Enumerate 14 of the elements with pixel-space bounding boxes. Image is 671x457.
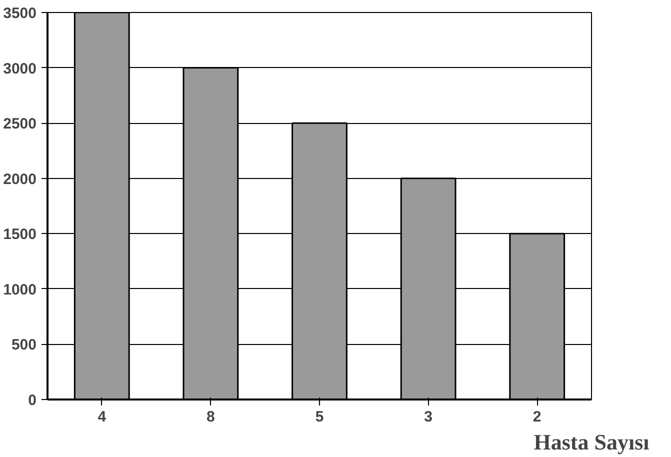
- x-tick-label: 5: [315, 408, 324, 426]
- y-tick-label: 0: [28, 392, 36, 409]
- y-tick-label: 1500: [3, 226, 37, 244]
- x-tick-label: 2: [532, 408, 542, 426]
- y-tick-label: 3000: [3, 60, 37, 78]
- y-tick-label: 1000: [3, 281, 37, 298]
- y-tick-label: 500: [11, 336, 37, 354]
- x-tick-label: 4: [98, 408, 107, 426]
- y-tick-label: 3500: [3, 5, 37, 22]
- x-tick-label: 8: [206, 408, 215, 426]
- x-axis-title: Hasta Sayısı: [534, 430, 650, 454]
- y-tick-label: 2000: [3, 170, 37, 188]
- y-tick-label: 2500: [3, 116, 37, 133]
- x-tick-label: 3: [424, 408, 432, 426]
